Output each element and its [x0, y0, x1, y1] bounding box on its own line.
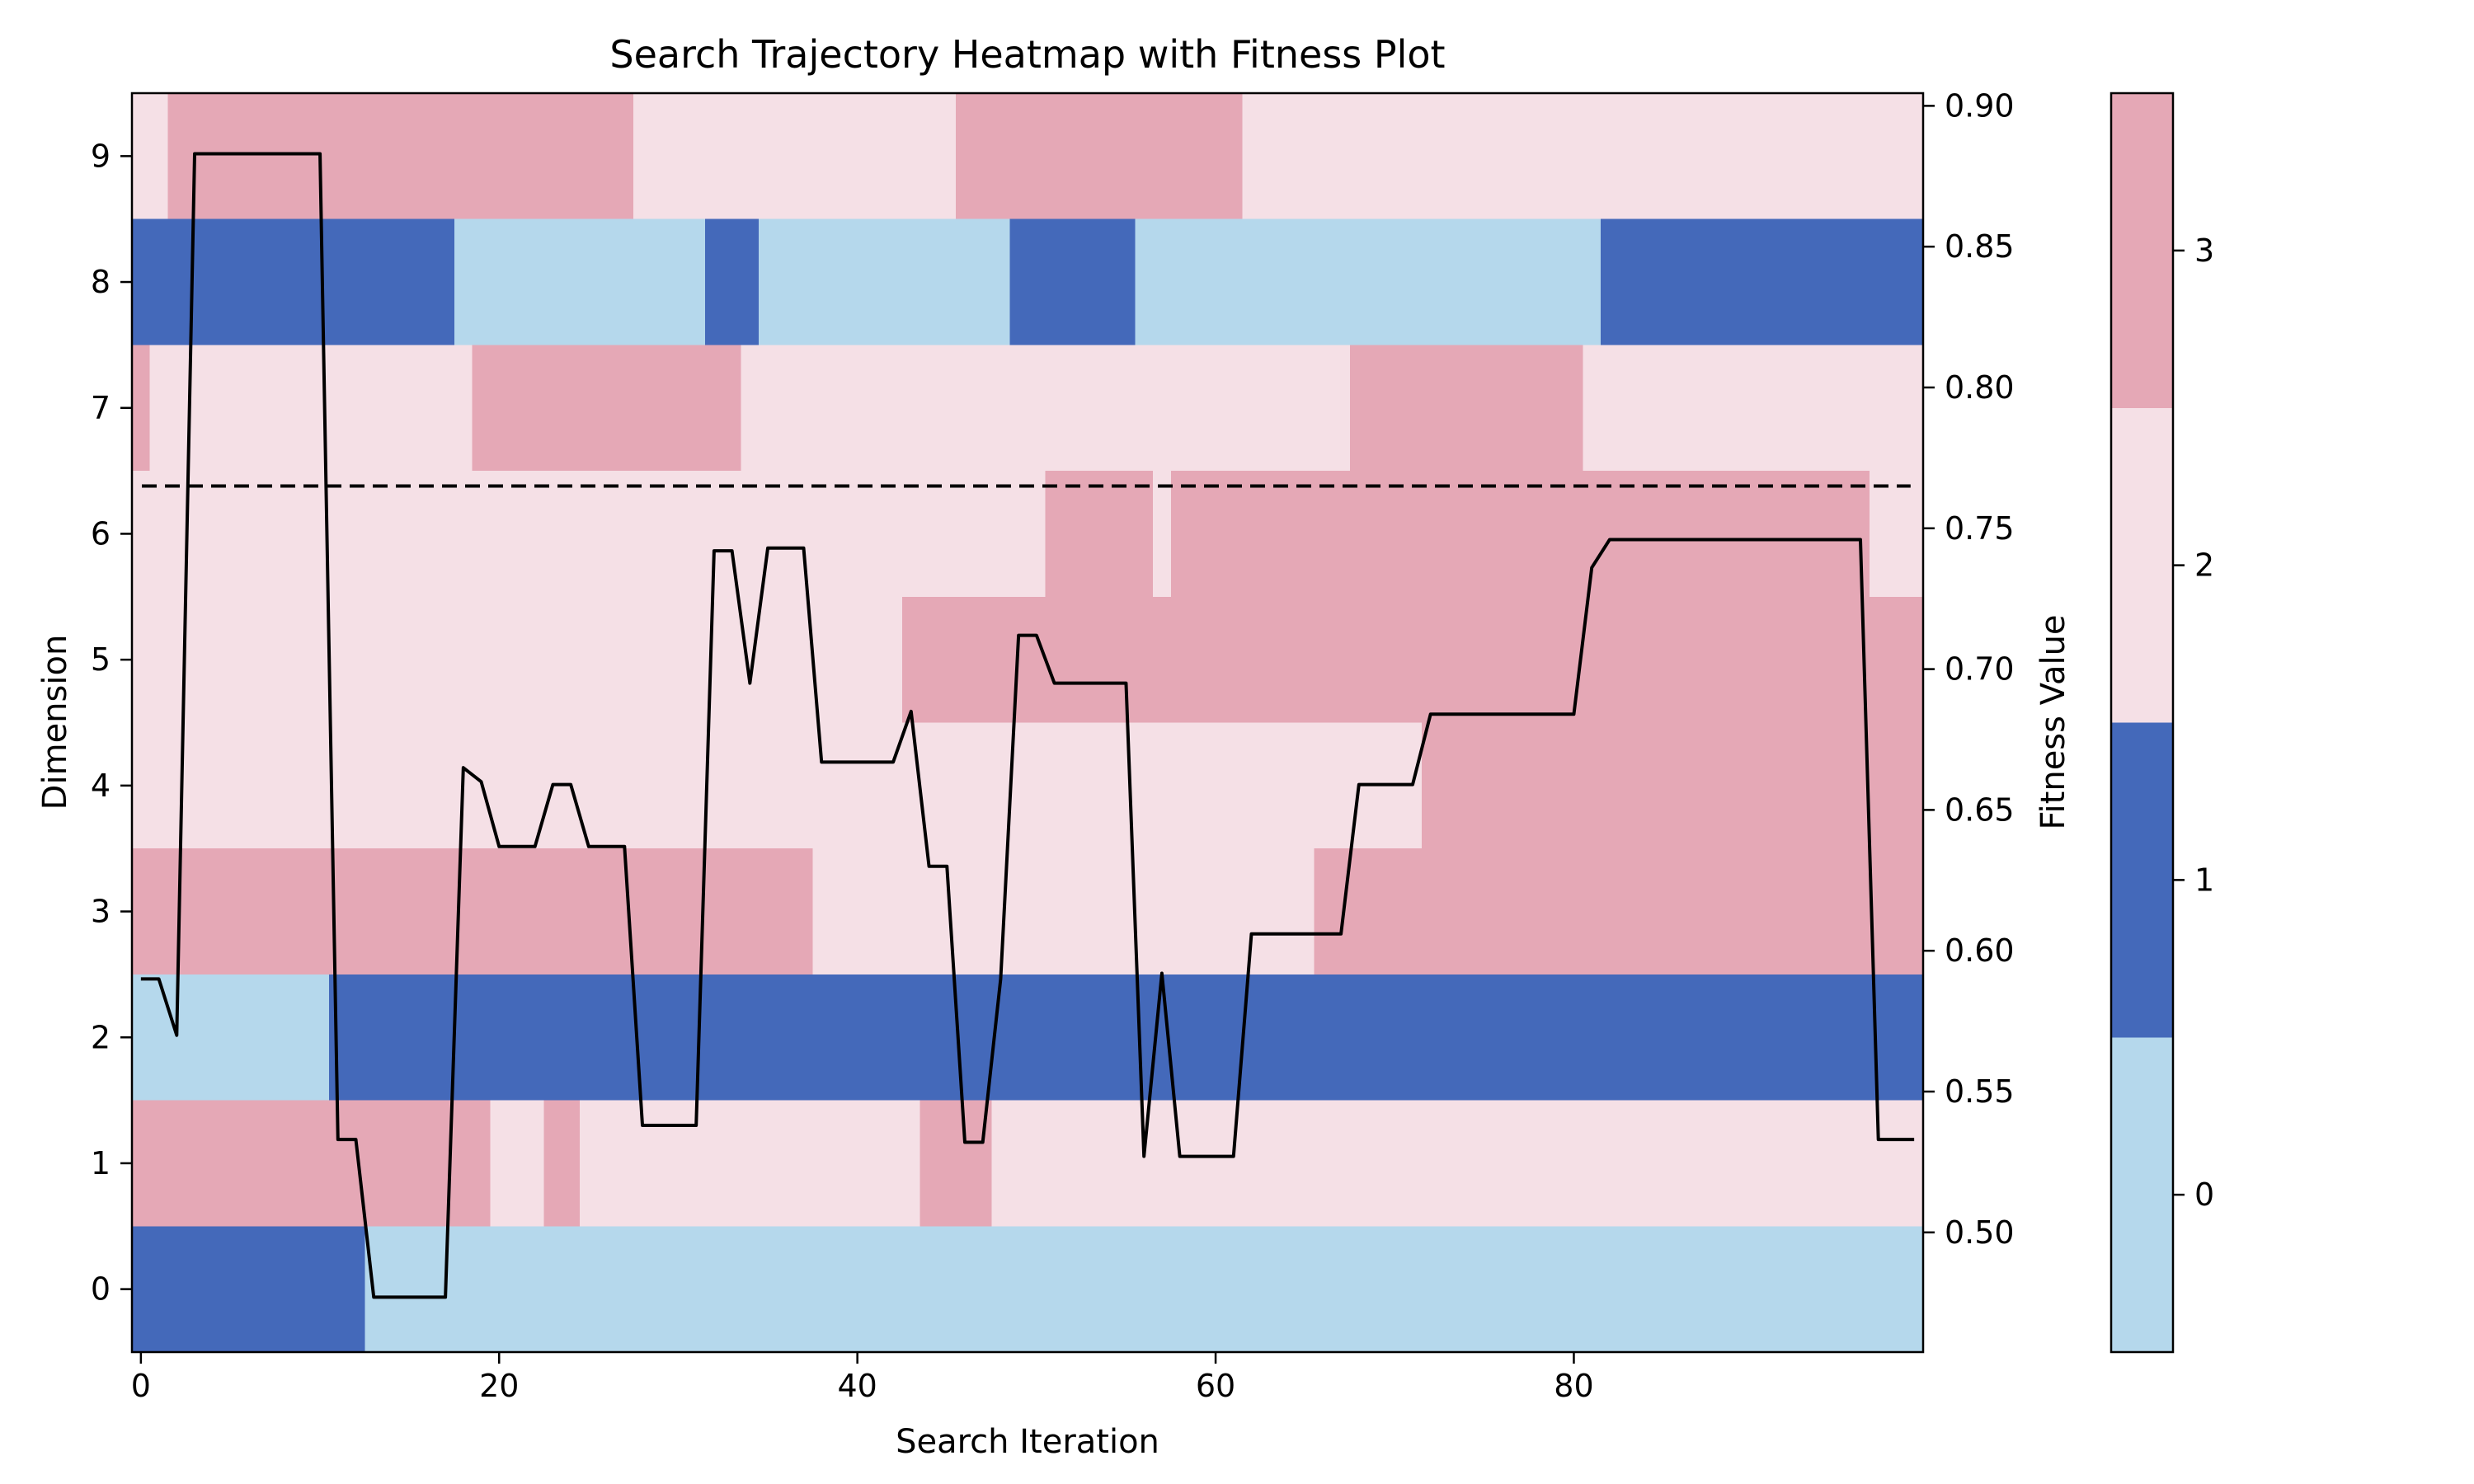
colorbar-segment-1: [2111, 722, 2173, 1038]
y-tick-label: 6: [91, 515, 111, 552]
y-axis-label: Dimension: [36, 635, 74, 810]
chart-title: Search Trajectory Heatmap with Fitness P…: [609, 32, 1445, 77]
colorbar-segment-3: [2111, 93, 2173, 408]
heatmap-cell-dim8-iter56-81: [1135, 218, 1602, 345]
heatmap-cell-dim6-iter97-99: [1869, 471, 1923, 597]
y2-tick-label: 0.65: [1945, 791, 2015, 828]
y-tick-label: 2: [91, 1019, 111, 1055]
heatmap-cell-dim7-iter81-99: [1583, 345, 1923, 472]
heatmap-cell-dim5-iter0-42: [132, 596, 902, 723]
heatmap-cell-dim9-iter2-27: [167, 93, 634, 219]
heatmap-cell-dim1-iter0-19: [132, 1100, 491, 1227]
y-tick-label: 9: [91, 138, 111, 174]
y2-tick-label: 0.80: [1945, 369, 2015, 406]
y2-tick-label: 0.55: [1945, 1073, 2015, 1110]
heatmap-cell-dim9-iter46-61: [956, 93, 1243, 219]
heatmap-cell-dim9-iter0-1: [132, 93, 168, 219]
heatmap-cell-dim5-iter43-99: [901, 596, 1923, 723]
fitness-line: [140, 152, 1915, 1299]
y-tick-label: 0: [91, 1271, 111, 1308]
secondary-y-axis-label: Fitness Value: [2034, 614, 2072, 829]
y2-tick-label: 0.90: [1945, 87, 2015, 124]
colorbar-segment-0: [2111, 1037, 2173, 1352]
x-axis-label: Search Iteration: [896, 1423, 1159, 1461]
x-tick-label: 0: [131, 1368, 151, 1404]
colorbar-tick-label: 3: [2194, 232, 2214, 269]
heatmap-cell-dim9-iter62-99: [1242, 93, 1923, 219]
y-tick-label: 7: [91, 390, 111, 426]
heatmap-cell-dim0-iter0-12: [132, 1226, 365, 1352]
heatmap-cell-dim4-iter0-71: [132, 722, 1422, 849]
heatmap-cell-dim3-iter66-99: [1314, 848, 1923, 974]
y2-tick-label: 0.50: [1945, 1214, 2015, 1251]
fitness-layer: [140, 152, 1915, 1299]
y-tick-label: 5: [91, 641, 111, 678]
heatmap-cell-dim2-iter0-10: [132, 974, 329, 1101]
heatmap-cell-dim1-iter48-99: [991, 1100, 1923, 1227]
heatmap-cell-dim8-iter18-31: [454, 218, 706, 345]
secondary-y-axis: 0.50 0.55 0.60 0.65 0.70 0.75 0.80 0.85 0.90: [1923, 87, 2015, 1251]
y-tick-label: 3: [91, 894, 111, 930]
heatmap-cell-dim7-iter34-67: [741, 345, 1350, 472]
y-axis: 0 1 2 3 4 5 6 7 8 9: [91, 138, 132, 1308]
colorbar-tick-label: 0: [2194, 1176, 2214, 1213]
heatmap-cell-dim7-iter68-80: [1349, 345, 1583, 472]
y2-tick-label: 0.60: [1945, 932, 2015, 969]
heatmap-cell-dim6-iter58-96: [1170, 471, 1870, 597]
heatmap-cells: [132, 93, 1923, 1352]
y-tick-label: 4: [91, 768, 111, 804]
heatmap-cell-dim1-iter44-47: [920, 1100, 992, 1227]
x-tick-label: 60: [1196, 1368, 1235, 1404]
colorbar-tick-label: 2: [2194, 547, 2214, 584]
y2-tick-label: 0.70: [1945, 651, 2015, 688]
colorbar-tick-label: 1: [2194, 862, 2214, 898]
heatmap-cell-dim1-iter25-43: [580, 1100, 920, 1227]
x-tick-label: 20: [479, 1368, 519, 1404]
heatmap-cell-dim6-iter51-56: [1045, 471, 1154, 597]
heatmap-cell-dim8-iter0-17: [132, 218, 454, 345]
heatmap-cell-dim8-iter35-48: [759, 218, 1010, 345]
heatmap-cell-dim7-iter0-0: [132, 345, 150, 472]
colorbar: 0 1 2 3: [2111, 93, 2214, 1352]
colorbar-segment-2: [2111, 407, 2173, 723]
x-tick-label: 80: [1554, 1368, 1593, 1404]
y2-tick-label: 0.75: [1945, 510, 2015, 547]
heatmap-cell-dim7-iter1-18: [149, 345, 473, 472]
y-tick-label: 8: [91, 264, 111, 300]
heatmap-cell-dim7-iter19-33: [472, 345, 741, 472]
heatmap-cell-dim9-iter28-45: [633, 93, 957, 219]
heatmap-cell-dim1-iter20-22: [490, 1100, 544, 1227]
heatmap-cell-dim6-iter0-50: [132, 471, 1046, 597]
heatmap-cell-dim3-iter0-37: [132, 848, 813, 974]
heatmap-cell-dim1-iter23-24: [543, 1100, 580, 1227]
heatmap-cell-dim6-iter57-57: [1153, 471, 1171, 597]
heatmap-cell-dim4-iter72-99: [1421, 722, 1923, 849]
heatmap-cell-dim3-iter38-65: [812, 848, 1315, 974]
heatmap-cell-dim8-iter32-34: [705, 218, 760, 345]
heatmap-cell-dim2-iter11-99: [328, 974, 1923, 1101]
colorbar-frame: [2109, 92, 2175, 1354]
y2-tick-label: 0.85: [1945, 228, 2015, 265]
heatmap-cell-dim8-iter82-99: [1601, 218, 1923, 345]
heatmap-cell-dim8-iter49-55: [1009, 218, 1136, 345]
plot-frame: [130, 92, 1925, 1354]
heatmap-cell-dim0-iter13-99: [365, 1226, 1923, 1352]
x-axis: 0 20 40 60 80: [131, 1352, 1594, 1404]
x-tick-label: 40: [837, 1368, 877, 1404]
y-tick-label: 1: [91, 1145, 111, 1181]
